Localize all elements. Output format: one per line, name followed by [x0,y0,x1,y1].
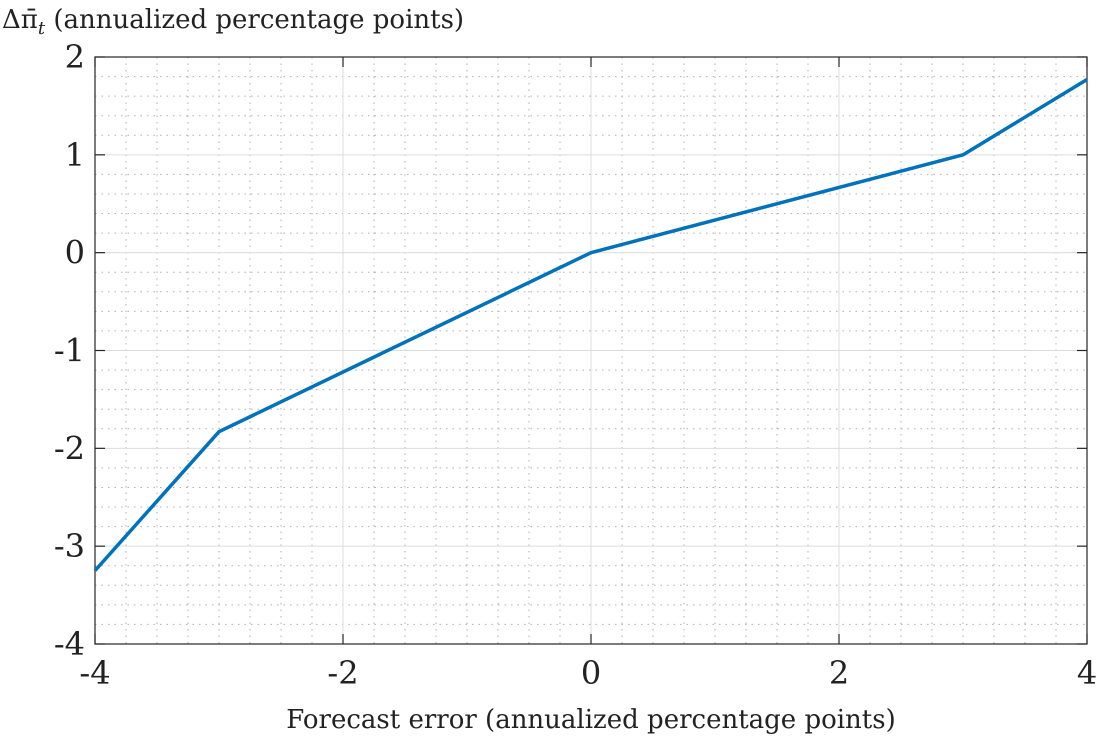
y-tick-label: -4 [54,625,85,663]
x-axis-label: Forecast error (annualized percentage po… [286,705,896,735]
y-tick-label: 1 [65,136,85,174]
y-tick-labels: -4 -3 -2 -1 0 1 2 [54,38,85,663]
x-tick-label: 4 [1077,654,1097,692]
axis-ticks [94,56,1088,645]
x-tick-label: -2 [327,654,358,692]
x-tick-label: 0 [581,654,601,692]
x-tick-labels: -4 -2 0 2 4 [79,654,1097,692]
y-axis-label-text: (annualized percentage points) [45,5,464,35]
y-tick-label: -1 [54,332,85,370]
major-grid [94,56,1088,645]
x-tick-label: 2 [829,654,849,692]
y-axis-label: Δπ̄t (annualized percentage points) [2,5,464,39]
series-line-0 [93,78,1088,572]
x-tick-label: -4 [79,654,110,692]
y-axis-label-symbol: Δπ̄ [2,5,38,35]
y-axis-label-subscript: t [38,18,46,39]
y-tick-label: -3 [54,527,85,565]
series-layer [93,78,1088,572]
y-tick-label: 2 [65,38,85,76]
y-tick-label: 0 [65,234,85,272]
y-tick-label: -2 [54,429,85,467]
